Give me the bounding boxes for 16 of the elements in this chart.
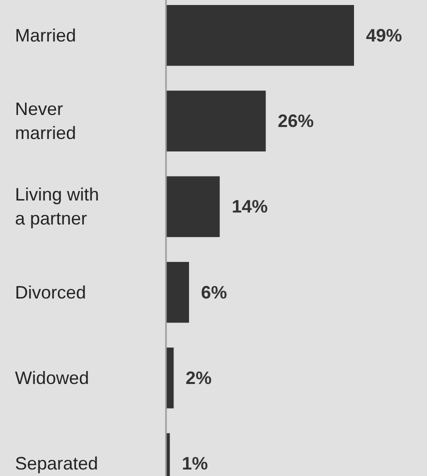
bar <box>166 90 266 152</box>
bar <box>166 176 220 238</box>
data-label: 49% <box>366 25 402 46</box>
y-tick-label: Living with a partner <box>15 184 100 229</box>
data-label: 14% <box>232 196 268 217</box>
bar <box>166 5 354 66</box>
y-tick-label: Never married <box>15 99 76 144</box>
data-label: 6% <box>201 282 228 302</box>
y-tick-label: Widowed <box>15 368 90 388</box>
y-tick-label: Married <box>15 25 76 46</box>
data-label: 26% <box>278 111 314 132</box>
bar <box>166 262 190 323</box>
y-tick-label: Divorced <box>15 282 86 302</box>
data-label: 1% <box>182 454 208 474</box>
y-tick-label: Separated <box>15 454 98 474</box>
data-label: 2% <box>186 368 212 388</box>
